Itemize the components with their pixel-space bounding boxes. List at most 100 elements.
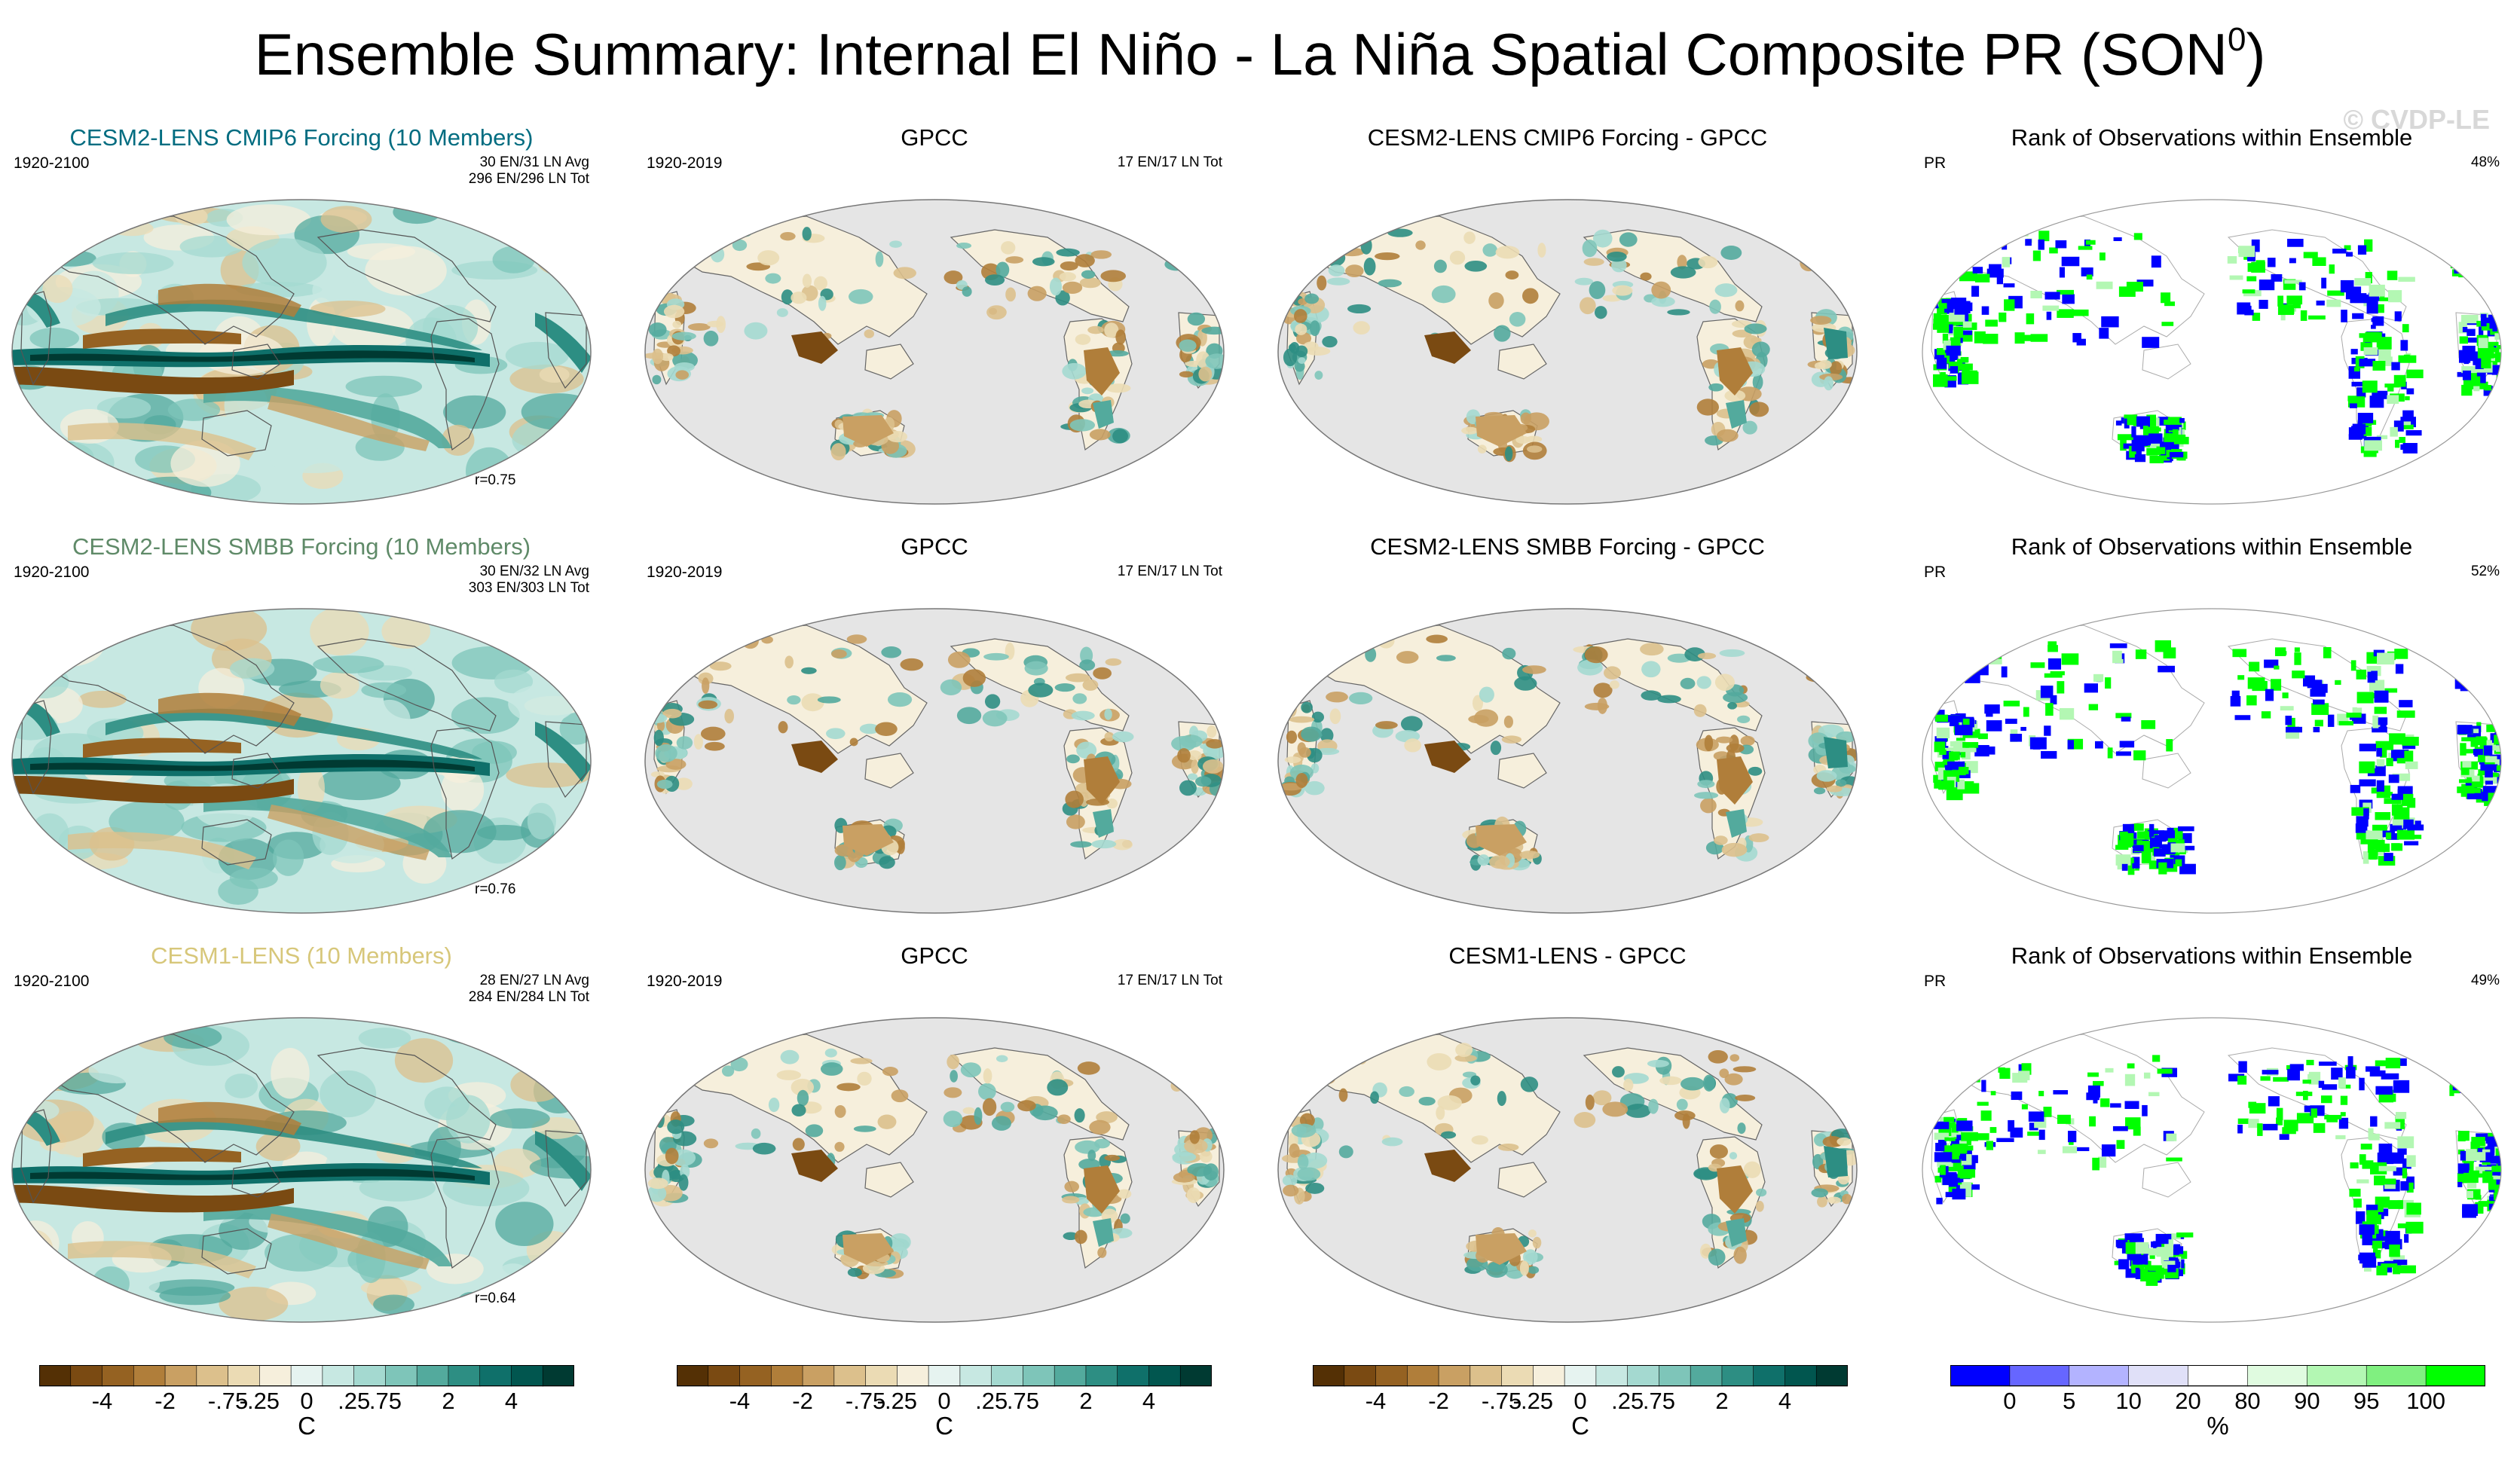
colorbar-tick-label: -2 xyxy=(1428,1388,1449,1414)
colorbar-swatch xyxy=(1054,1365,1087,1387)
rank-map xyxy=(1922,199,2502,505)
colorbar-swatch xyxy=(102,1365,135,1387)
colorbar-tick-label: 95 xyxy=(2353,1388,2380,1414)
colorbar-rank: 0 5 10 20 80 90 95 100% xyxy=(1950,1365,2485,1448)
colorbar-swatch xyxy=(1406,1365,1439,1387)
colorbar-unit: C xyxy=(298,1412,316,1440)
colorbar-tick-label: -4 xyxy=(91,1388,113,1414)
colorbar-swatch xyxy=(1313,1365,1345,1387)
colorbar-swatch xyxy=(739,1365,772,1387)
colorbar-swatch xyxy=(677,1365,709,1387)
panel-title: GPCC xyxy=(901,942,968,969)
colorbar-tick-label: -.25 xyxy=(1512,1388,1554,1414)
colorbar-swatch xyxy=(133,1365,166,1387)
diff-map xyxy=(1277,1017,1858,1323)
period-label: 1920-2100 xyxy=(14,973,90,990)
panel-obs-row3: GPCC 1920-2019 17 EN/17 LN Tot xyxy=(641,942,1228,1334)
colorbar-tick-label: 5 xyxy=(2063,1388,2076,1414)
colorbar-unit: % xyxy=(2207,1412,2229,1440)
event-count: 30 EN/31 LN Avg 296 EN/296 LN Tot xyxy=(468,154,589,187)
colorbar-ticks: -4 -2 -.75 -.25 0 .25.75 2 4 xyxy=(677,1388,1212,1418)
colorbar-swatch xyxy=(770,1365,803,1387)
colorbar-swatches xyxy=(1313,1365,1848,1387)
colorbar-swatch xyxy=(1721,1365,1754,1387)
panel-rank-row1: Rank of Observations within Ensemble PR … xyxy=(1918,124,2506,516)
rank-map xyxy=(1922,608,2502,914)
colorbar-swatch xyxy=(1085,1365,1118,1387)
colorbar-swatch xyxy=(1469,1365,1503,1387)
obs-map xyxy=(644,1017,1225,1323)
colorbar-tick-label: .75 xyxy=(1006,1388,1039,1414)
colorbar-swatches xyxy=(1950,1365,2485,1387)
colorbar-swatch xyxy=(1627,1365,1660,1387)
colorbar-swatch xyxy=(928,1365,961,1387)
colorbar-swatch xyxy=(865,1365,898,1387)
colorbar-swatch xyxy=(228,1365,261,1387)
panel-title: CESM1-LENS - GPCC xyxy=(1448,942,1687,969)
rank-map xyxy=(1922,1017,2502,1323)
colorbar-tick-label: -.25 xyxy=(876,1388,918,1414)
colorbar-tick-label: 90 xyxy=(2294,1388,2320,1414)
colorbar-swatch xyxy=(1659,1365,1691,1387)
colorbar-swatch xyxy=(1375,1365,1408,1387)
rank-percent: 52% xyxy=(2470,564,2500,579)
colorbar-swatch xyxy=(259,1365,292,1387)
panel-model-row3: CESM1-LENS (10 Members) 1920-2100 28 EN/… xyxy=(8,942,595,1334)
colorbar-obs: -4 -2 -.75 -.25 0 .25.75 2 4 C xyxy=(677,1365,1212,1448)
panel-obs-row2: GPCC 1920-2019 17 EN/17 LN Tot xyxy=(641,533,1228,925)
colorbar-swatch xyxy=(1690,1365,1723,1387)
colorbar-swatch xyxy=(1950,1365,2011,1387)
colorbar-swatch xyxy=(39,1365,72,1387)
colorbar-tick-label: 4 xyxy=(504,1388,518,1414)
colorbar-swatch xyxy=(542,1365,574,1387)
colorbar-tick-label: .75 xyxy=(1642,1388,1675,1414)
panel-title: CESM2-LENS CMIP6 Forcing (10 Members) xyxy=(69,124,534,151)
panel-title: Rank of Observations within Ensemble xyxy=(2011,533,2413,560)
colorbar-tick-label: -2 xyxy=(154,1388,176,1414)
colorbar-swatch xyxy=(959,1365,992,1387)
pattern-correlation: r=0.64 xyxy=(475,1290,516,1306)
colorbar-swatch xyxy=(353,1365,387,1387)
colorbar-swatch xyxy=(1784,1365,1818,1387)
variable-label: PR xyxy=(1924,154,1947,172)
colorbar-swatch xyxy=(196,1365,229,1387)
colorbar-swatch xyxy=(1179,1365,1212,1387)
panel-model-row1: CESM2-LENS CMIP6 Forcing (10 Members) 19… xyxy=(8,124,595,516)
event-count: 28 EN/27 LN Avg 284 EN/284 LN Tot xyxy=(468,973,589,1005)
colorbar-tick-label: 4 xyxy=(1142,1388,1156,1414)
colorbar-swatch xyxy=(511,1365,544,1387)
panel-title: CESM2-LENS CMIP6 Forcing - GPCC xyxy=(1367,124,1768,151)
colorbar-swatch xyxy=(708,1365,741,1387)
event-count: 17 EN/17 LN Tot xyxy=(1117,154,1222,170)
colorbar-swatch xyxy=(70,1365,103,1387)
panel-diff-row3: CESM1-LENS - GPCC xyxy=(1274,942,1861,1334)
obs-map xyxy=(644,199,1225,505)
obs-map xyxy=(644,608,1225,914)
colorbar-swatch xyxy=(897,1365,929,1387)
colorbar-swatch xyxy=(2128,1365,2189,1387)
colorbar-tick-label: 0 xyxy=(300,1388,313,1414)
colorbar-swatches xyxy=(39,1365,574,1387)
colorbar-swatch xyxy=(991,1365,1024,1387)
colorbar-model: -4 -2 -.75 -.25 0 .25.75 2 4 C xyxy=(39,1365,574,1448)
model-map xyxy=(11,608,592,914)
colorbar-swatch xyxy=(2425,1365,2485,1387)
panel-title: CESM2-LENS SMBB Forcing (10 Members) xyxy=(72,533,531,560)
colorbar-swatch xyxy=(2307,1365,2368,1387)
colorbar-tick-label: 20 xyxy=(2175,1388,2201,1414)
colorbar-swatch xyxy=(2188,1365,2249,1387)
panel-model-row2: CESM2-LENS SMBB Forcing (10 Members) 192… xyxy=(8,533,595,925)
period-label: 1920-2019 xyxy=(647,973,723,990)
model-map xyxy=(11,1017,592,1323)
model-map xyxy=(11,199,592,505)
panel-title: Rank of Observations within Ensemble xyxy=(2011,942,2413,969)
colorbar-tick-label: -.75 xyxy=(207,1388,249,1414)
colorbar-swatch xyxy=(385,1365,417,1387)
colorbar-tick-label: 4 xyxy=(1778,1388,1792,1414)
colorbar-swatch xyxy=(290,1365,323,1387)
colorbar-ticks: -4 -2 -.75 -.25 0 .25.75 2 4 xyxy=(39,1388,574,1418)
pattern-correlation: r=0.76 xyxy=(475,881,516,897)
colorbar-swatch xyxy=(1148,1365,1182,1387)
period-label: 1920-2019 xyxy=(647,564,723,581)
panel-diff-row2: CESM2-LENS SMBB Forcing - GPCC xyxy=(1274,533,1861,925)
